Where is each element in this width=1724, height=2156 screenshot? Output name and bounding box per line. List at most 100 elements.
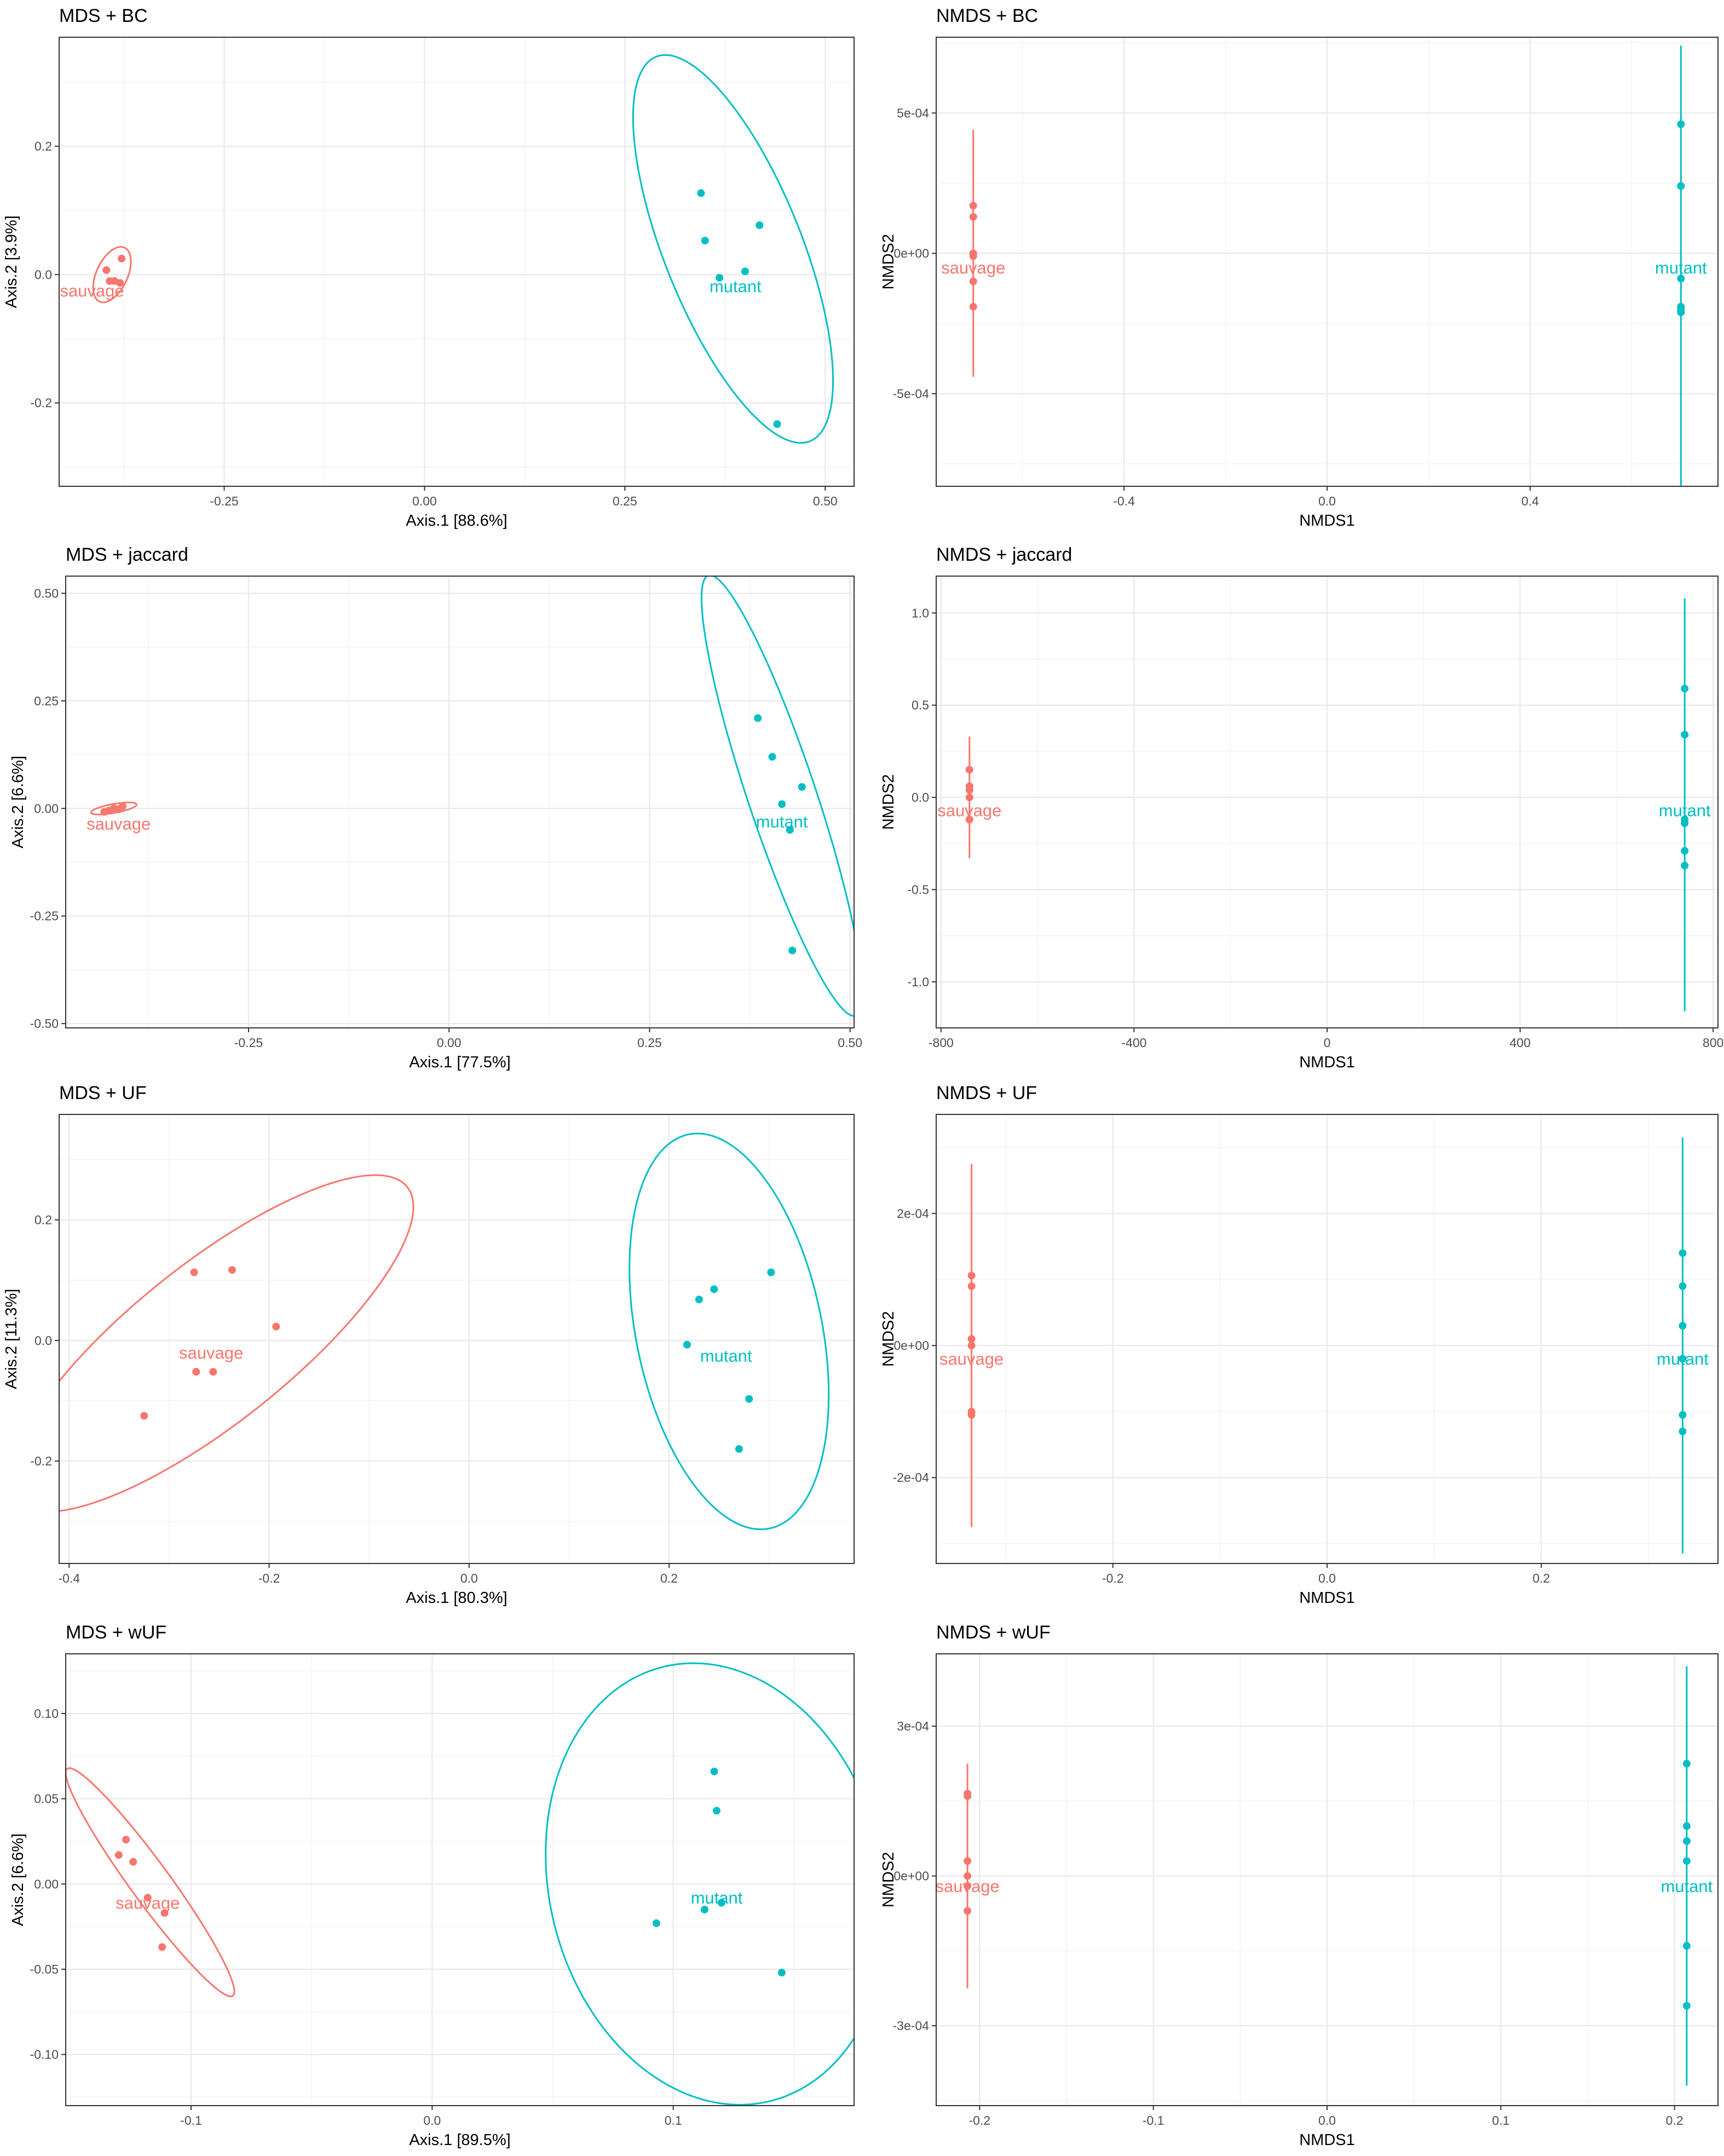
data-point-mutant [786, 826, 794, 834]
y-tick-label: 3e-04 [897, 1719, 929, 1733]
x-axis-label: Axis.1 [88.6%] [406, 512, 507, 530]
x-tick-label: 800 [1703, 1036, 1723, 1050]
data-point-mutant [798, 783, 806, 791]
data-point-sauvage [118, 255, 126, 263]
x-tick-label: 0.00 [412, 494, 437, 508]
data-point-mutant [735, 1445, 743, 1453]
group-label-mutant: mutant [710, 277, 762, 296]
group-label-sauvage: sauvage [87, 814, 151, 833]
data-point-mutant [1682, 2002, 1691, 2010]
y-tick-label: -0.10 [30, 2048, 59, 2062]
data-point-sauvage [969, 277, 977, 285]
panel-border [936, 1114, 1719, 1564]
y-tick-label: -2e-04 [893, 1470, 930, 1485]
data-point-mutant [756, 221, 764, 229]
data-point-mutant [1682, 1942, 1691, 1950]
x-tick-label: 0 [1324, 1036, 1331, 1050]
x-tick-label: 0.25 [613, 494, 637, 508]
data-point-mutant [652, 1919, 660, 1927]
group-label-sauvage: sauvage [937, 801, 1001, 820]
x-tick-label: 0.50 [838, 1036, 862, 1050]
y-axis-label: NMDS2 [880, 774, 897, 830]
x-tick-label: 0.2 [660, 1571, 678, 1585]
plot-background [59, 1114, 854, 1563]
data-point-sauvage [140, 1412, 148, 1420]
data-point-sauvage [967, 1282, 976, 1290]
data-point-mutant [697, 189, 705, 197]
confidence-ellipse-sauvage [92, 246, 132, 303]
y-axis-label: NMDS2 [880, 1852, 897, 1908]
group-label-sauvage: sauvage [60, 281, 124, 301]
data-point-mutant [778, 800, 786, 808]
data-point-mutant [1679, 1427, 1687, 1435]
data-point-sauvage [119, 802, 127, 810]
data-point-sauvage [969, 202, 977, 210]
data-point-mutant [695, 1295, 703, 1303]
data-layer: sauvage mutant [937, 598, 1711, 1011]
data-point-mutant [1679, 1355, 1687, 1363]
y-axis-label: Axis.2 [3.9%] [3, 215, 20, 308]
data-point-mutant [1682, 1857, 1691, 1865]
data-point-mutant [1681, 731, 1689, 739]
plot-background [66, 1654, 854, 2106]
group-label-sauvage: sauvage [179, 1343, 243, 1362]
data-layer: sauvage mutant [66, 1662, 854, 2106]
confidence-ellipse-sauvage [59, 1174, 414, 1512]
x-tick-label: 0.1 [665, 2113, 682, 2128]
data-point-sauvage [122, 1836, 130, 1844]
y-axis-label: NMDS2 [880, 1311, 897, 1367]
y-tick-label: 0.5 [912, 698, 929, 712]
data-point-mutant [1679, 1411, 1687, 1419]
x-axis-label: Axis.1 [89.5%] [409, 2131, 510, 2149]
data-point-mutant [1681, 861, 1689, 870]
group-label-mutant: mutant [1660, 1877, 1713, 1896]
data-point-mutant [716, 274, 724, 282]
group-label-sauvage: sauvage [939, 1349, 1004, 1369]
panel-6: -0.2 0.0 0.2 -2e-04 0e+00 2e-04 sauvage mutant N… [880, 1083, 1719, 1607]
data-point-sauvage [209, 1367, 217, 1376]
y-tick-label: 5e-04 [897, 106, 929, 120]
x-tick-label: -0.2 [258, 1571, 280, 1585]
data-point-sauvage [114, 1851, 123, 1859]
data-point-mutant [712, 1807, 720, 1815]
x-tick-label: -0.25 [210, 494, 238, 508]
panel-7: -0.1 0.0 0.1 -0.10 -0.05 0.00 0.05 0.10 sauvage m… [9, 1622, 855, 2149]
y-tick-label: 1.0 [912, 606, 929, 620]
y-tick-label: -0.5 [907, 882, 929, 896]
data-point-mutant [745, 1395, 753, 1403]
x-axis-label: NMDS1 [1299, 2131, 1355, 2149]
x-tick-label: 0.4 [1521, 494, 1539, 508]
x-tick-label: 0.0 [1318, 1571, 1336, 1585]
x-tick-label: -0.4 [58, 1571, 80, 1585]
confidence-ellipse-mutant [545, 1662, 854, 2106]
data-point-sauvage [192, 1367, 200, 1376]
data-layer: sauvage mutant [939, 1137, 1709, 1554]
x-tick-label: 0.25 [637, 1036, 662, 1050]
data-point-sauvage [272, 1323, 280, 1331]
y-tick-label: -0.2 [30, 1454, 52, 1468]
y-tick-label: 2e-04 [897, 1206, 929, 1221]
data-point-mutant [1677, 274, 1685, 283]
panel-border [65, 1653, 855, 2106]
panel-title: MDS + UF [59, 1083, 147, 1103]
x-tick-label: -0.1 [1143, 2113, 1164, 2128]
y-tick-label: -0.2 [30, 396, 52, 410]
data-point-mutant [1677, 182, 1685, 190]
panel-border [59, 37, 855, 487]
data-point-sauvage [964, 1857, 972, 1865]
y-tick-label: 0.2 [34, 139, 52, 153]
panel-border [936, 37, 1719, 487]
y-tick-label: -0.05 [30, 1962, 59, 1976]
y-tick-label: 0.05 [34, 1792, 59, 1806]
y-tick-label: -5e-04 [893, 387, 930, 401]
x-tick-label: -0.4 [1113, 494, 1135, 508]
panel-title: MDS + BC [59, 5, 148, 26]
y-tick-label: 0.50 [34, 586, 59, 600]
data-point-sauvage [964, 1792, 972, 1800]
x-tick-label: -0.1 [180, 2113, 202, 2128]
x-tick-label: 0.2 [1666, 2113, 1683, 2128]
data-point-sauvage [964, 1872, 972, 1880]
x-axis-label: Axis.1 [80.3%] [406, 1589, 507, 1607]
data-point-mutant [683, 1341, 691, 1349]
